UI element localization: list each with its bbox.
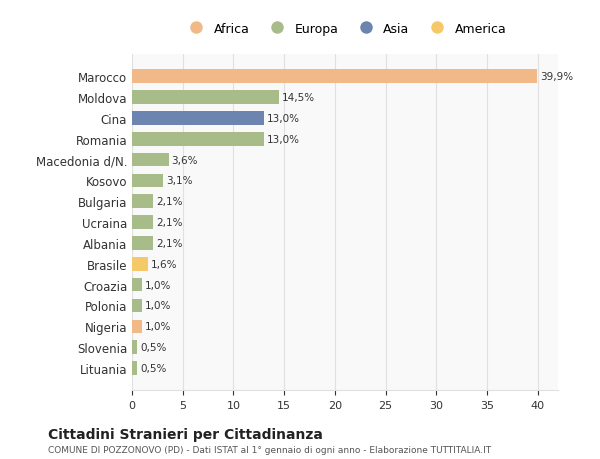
Text: 1,0%: 1,0%: [145, 280, 172, 290]
Text: COMUNE DI POZZONOVO (PD) - Dati ISTAT al 1° gennaio di ogni anno - Elaborazione : COMUNE DI POZZONOVO (PD) - Dati ISTAT al…: [48, 445, 491, 454]
Text: 1,0%: 1,0%: [145, 322, 172, 331]
Text: 2,1%: 2,1%: [157, 218, 183, 228]
Bar: [132, 237, 154, 250]
Text: 3,1%: 3,1%: [166, 176, 193, 186]
Bar: [132, 91, 279, 105]
Legend: Africa, Europa, Asia, America: Africa, Europa, Asia, America: [179, 18, 511, 41]
Bar: [132, 341, 137, 354]
Bar: [132, 320, 142, 333]
Bar: [132, 299, 142, 313]
Bar: [132, 133, 264, 146]
Text: 1,0%: 1,0%: [145, 301, 172, 311]
Text: 2,1%: 2,1%: [157, 197, 183, 207]
Bar: [132, 70, 537, 84]
Text: 14,5%: 14,5%: [282, 93, 315, 103]
Text: Cittadini Stranieri per Cittadinanza: Cittadini Stranieri per Cittadinanza: [48, 427, 323, 441]
Bar: [132, 153, 169, 167]
Text: 0,5%: 0,5%: [140, 363, 166, 373]
Text: 13,0%: 13,0%: [267, 134, 300, 145]
Text: 13,0%: 13,0%: [267, 114, 300, 123]
Bar: [132, 278, 142, 292]
Bar: [132, 112, 264, 125]
Text: 0,5%: 0,5%: [140, 342, 166, 353]
Text: 1,6%: 1,6%: [151, 259, 178, 269]
Bar: [132, 174, 163, 188]
Bar: [132, 216, 154, 230]
Bar: [132, 257, 148, 271]
Bar: [132, 361, 137, 375]
Text: 39,9%: 39,9%: [540, 72, 573, 82]
Text: 2,1%: 2,1%: [157, 238, 183, 248]
Text: 3,6%: 3,6%: [172, 155, 198, 165]
Bar: [132, 195, 154, 208]
